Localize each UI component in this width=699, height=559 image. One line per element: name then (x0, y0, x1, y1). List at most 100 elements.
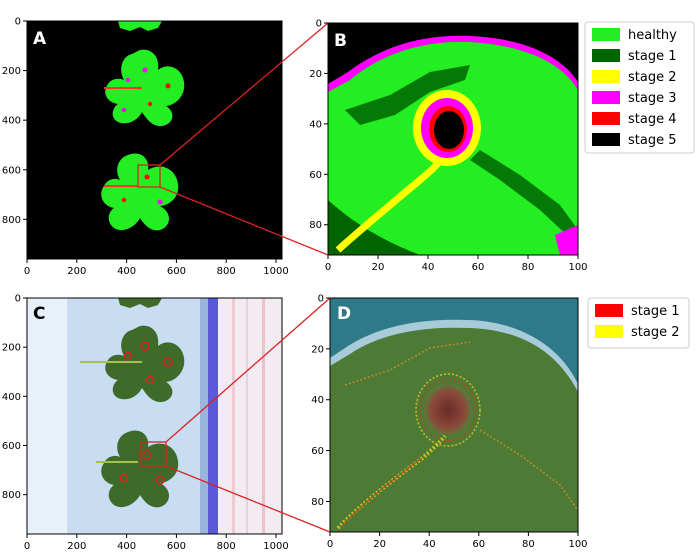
legend-swatch (592, 112, 620, 125)
x-tick-label: 800 (217, 541, 236, 552)
zoom-box-c (140, 441, 167, 467)
legend-swatch (592, 28, 620, 41)
panel-d-content (330, 298, 578, 530)
panel-a-letter: A (33, 29, 47, 49)
y-tick-label: 80 (311, 497, 324, 508)
y-tick-label: 800 (2, 215, 21, 226)
lesion-spot (157, 199, 163, 205)
lesion-ring (140, 341, 150, 351)
panel-d: D (329, 297, 579, 533)
x-tick-label: 20 (373, 539, 386, 550)
vein-region (470, 150, 578, 238)
x-tick-label: 80 (522, 539, 535, 550)
lesion-ring (142, 450, 152, 460)
leaf-bottom (101, 430, 179, 508)
panel-c-frame (26, 297, 283, 535)
legend-swatch (595, 304, 623, 317)
x-tick-label: 1000 (263, 266, 288, 277)
leaf-top (118, 21, 162, 31)
legend-top: healthy stage 1 stage 2 stage 3 stage 4 stage… (584, 21, 695, 154)
x-tick-label: 0 (24, 266, 30, 277)
background-region (555, 225, 578, 255)
lesion-spot (125, 77, 131, 83)
background-region (328, 23, 578, 92)
stem-stage1 (341, 457, 423, 527)
legend-label: stage 2 (631, 325, 680, 340)
lesion-spot (165, 83, 171, 89)
vein-region (345, 65, 470, 125)
background-strip (218, 298, 282, 534)
x-tick-label: 100 (568, 262, 587, 273)
y-tick-label: 60 (311, 446, 324, 457)
leaf-middle (105, 325, 185, 403)
lesion-ring-stage2 (415, 373, 481, 447)
panel-b-frame (327, 22, 579, 256)
y-tick-label: 0 (15, 17, 21, 28)
x-tick-label: 400 (117, 541, 136, 552)
y-tick-label: 20 (311, 344, 324, 355)
lesion-ring (119, 473, 129, 483)
lesion-spot (121, 107, 127, 113)
y-tick-label: 60 (309, 170, 322, 181)
legend-label: stage 2 (628, 70, 677, 85)
lesion-ring (145, 375, 155, 385)
x-tick-label: 800 (217, 266, 236, 277)
x-tick-label: 80 (522, 262, 535, 273)
legend-bottom: stage 1 stage 2 (587, 297, 690, 349)
legend-swatch (592, 91, 620, 104)
x-tick-label: 40 (422, 262, 435, 273)
y-tick-label: 20 (309, 69, 322, 80)
zoom-box-a (137, 164, 161, 188)
tray-edge (208, 298, 218, 534)
panel-a-frame (26, 20, 283, 260)
legend-label: stage 1 (628, 49, 677, 64)
legend-swatch (592, 49, 620, 62)
x-tick-label: 200 (67, 266, 86, 277)
lesion-spot (147, 101, 153, 107)
x-tick-label: 20 (372, 262, 385, 273)
panel-b: B (327, 22, 579, 256)
x-tick-label: 40 (423, 539, 436, 550)
y-tick-label: 40 (311, 395, 324, 406)
zoom-line (165, 465, 331, 533)
lesion-spot (142, 67, 148, 73)
lesion-ring (123, 351, 133, 361)
x-tick-label: 0 (24, 541, 30, 552)
x-tick-label: 1000 (263, 541, 288, 552)
panel-b-content (328, 23, 578, 255)
zoom-line (165, 297, 331, 443)
zoom-line (159, 186, 329, 256)
y-tick-label: 0 (318, 294, 324, 305)
tray-left (27, 298, 67, 534)
y-tick-label: 40 (309, 119, 322, 130)
leaf-bottom (101, 153, 179, 231)
healthy-band (328, 41, 578, 100)
y-tick-label: 0 (316, 19, 322, 30)
vein-stage1 (344, 341, 471, 386)
legend-label: healthy (628, 28, 677, 43)
panel-c: C (26, 297, 283, 535)
x-tick-label: 0 (325, 262, 331, 273)
panel-b-letter: B (334, 31, 347, 51)
x-tick-label: 400 (117, 266, 136, 277)
panel-c-letter: C (33, 304, 45, 324)
legend-swatch (595, 325, 623, 338)
panel-a-leaves (101, 21, 185, 231)
lesion-ring-stage1 (419, 378, 477, 442)
legend-label: stage 5 (628, 133, 677, 148)
leaf-top (118, 298, 162, 308)
stage3-band (328, 35, 578, 92)
lesion-stage5 (434, 111, 464, 149)
panel-d-letter: D (337, 304, 351, 324)
tray-shadow (200, 298, 210, 534)
background-stripe (246, 298, 248, 534)
x-tick-label: 200 (67, 541, 86, 552)
legend-label: stage 1 (631, 304, 680, 319)
lesion-ring (155, 475, 165, 485)
y-tick-label: 200 (2, 343, 21, 354)
x-tick-label: 100 (568, 539, 587, 550)
x-tick-label: 600 (167, 266, 186, 277)
panel-c-content (27, 298, 282, 534)
legend-label: stage 3 (628, 91, 677, 106)
